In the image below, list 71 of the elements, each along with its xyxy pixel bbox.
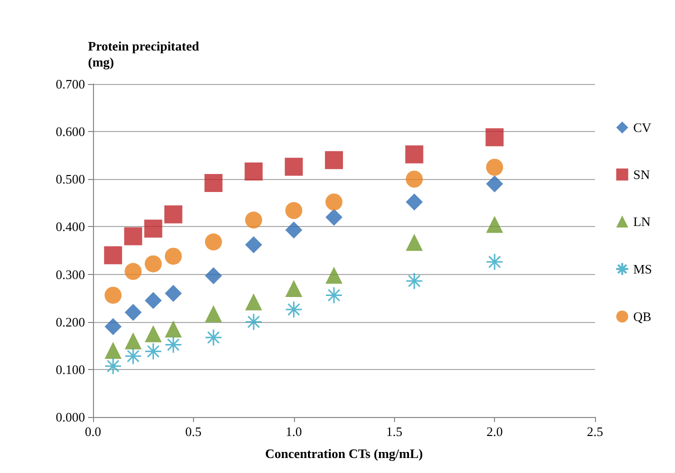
x-tick-label: 0.5: [185, 424, 202, 439]
point: [104, 342, 122, 359]
legend-label: QB: [633, 309, 652, 324]
y-tick-label: 0.000: [56, 410, 85, 424]
x-tick-label: 1.5: [386, 424, 402, 439]
y-tick-label: 0.700: [56, 76, 85, 92]
point: [406, 234, 423, 251]
point: [104, 318, 122, 336]
point: [325, 266, 342, 284]
point: [325, 208, 342, 226]
x-tick-label: 2.5: [586, 424, 604, 439]
y-tick-label: 0.100: [56, 362, 85, 377]
point: [164, 284, 182, 302]
point: [104, 286, 122, 304]
point: [124, 332, 142, 350]
y-tick-label: 0.200: [56, 314, 85, 330]
point: [124, 347, 142, 365]
point: [406, 272, 424, 290]
x-axis-title: Concentration CTs (mg/mL): [265, 446, 423, 461]
x-tick-label: 0.0: [84, 424, 102, 439]
point: [324, 151, 343, 170]
point: [164, 205, 182, 224]
y-tick-label: 0.600: [56, 124, 85, 140]
point: [244, 162, 263, 181]
point: [204, 328, 222, 346]
point: [144, 342, 162, 360]
y-tick-label: 0.400: [56, 219, 85, 234]
point: [244, 313, 262, 331]
point: [104, 246, 122, 264]
point: [204, 305, 222, 322]
point: [486, 253, 504, 271]
point: [144, 292, 162, 309]
legend-label: SN: [633, 167, 650, 182]
point: [124, 304, 142, 321]
point: [406, 193, 423, 210]
point: [124, 262, 142, 280]
legend-label: LN: [633, 214, 652, 229]
point: [405, 145, 424, 164]
point: [144, 325, 162, 342]
y-tick-label: 0.300: [56, 266, 85, 282]
y-axis-title: Protein precipitated (mg): [88, 38, 200, 70]
x-tick-label: 2.0: [486, 424, 503, 439]
point: [325, 286, 343, 304]
legend-label: CV: [633, 120, 652, 135]
x-tick-label: 1.0: [286, 424, 302, 439]
point: [245, 236, 262, 254]
point: [124, 227, 142, 246]
point: [204, 233, 222, 250]
point: [325, 193, 342, 210]
point: [285, 280, 302, 298]
legend-label: MS: [633, 262, 652, 276]
point: [245, 212, 262, 229]
point: [144, 255, 162, 272]
point: [144, 220, 162, 238]
point: [204, 174, 222, 192]
point: [486, 216, 504, 233]
point: [284, 158, 303, 176]
point: [245, 293, 262, 310]
point: [486, 128, 504, 146]
point: [164, 320, 182, 338]
point: [164, 248, 182, 265]
point: [285, 300, 303, 318]
point: [164, 336, 182, 354]
point: [486, 175, 504, 192]
point: [104, 357, 122, 375]
point: [285, 202, 302, 220]
point: [204, 267, 222, 284]
point: [406, 170, 423, 188]
y-tick-label: 0.500: [56, 172, 85, 187]
point: [486, 158, 504, 176]
point: [285, 222, 302, 239]
